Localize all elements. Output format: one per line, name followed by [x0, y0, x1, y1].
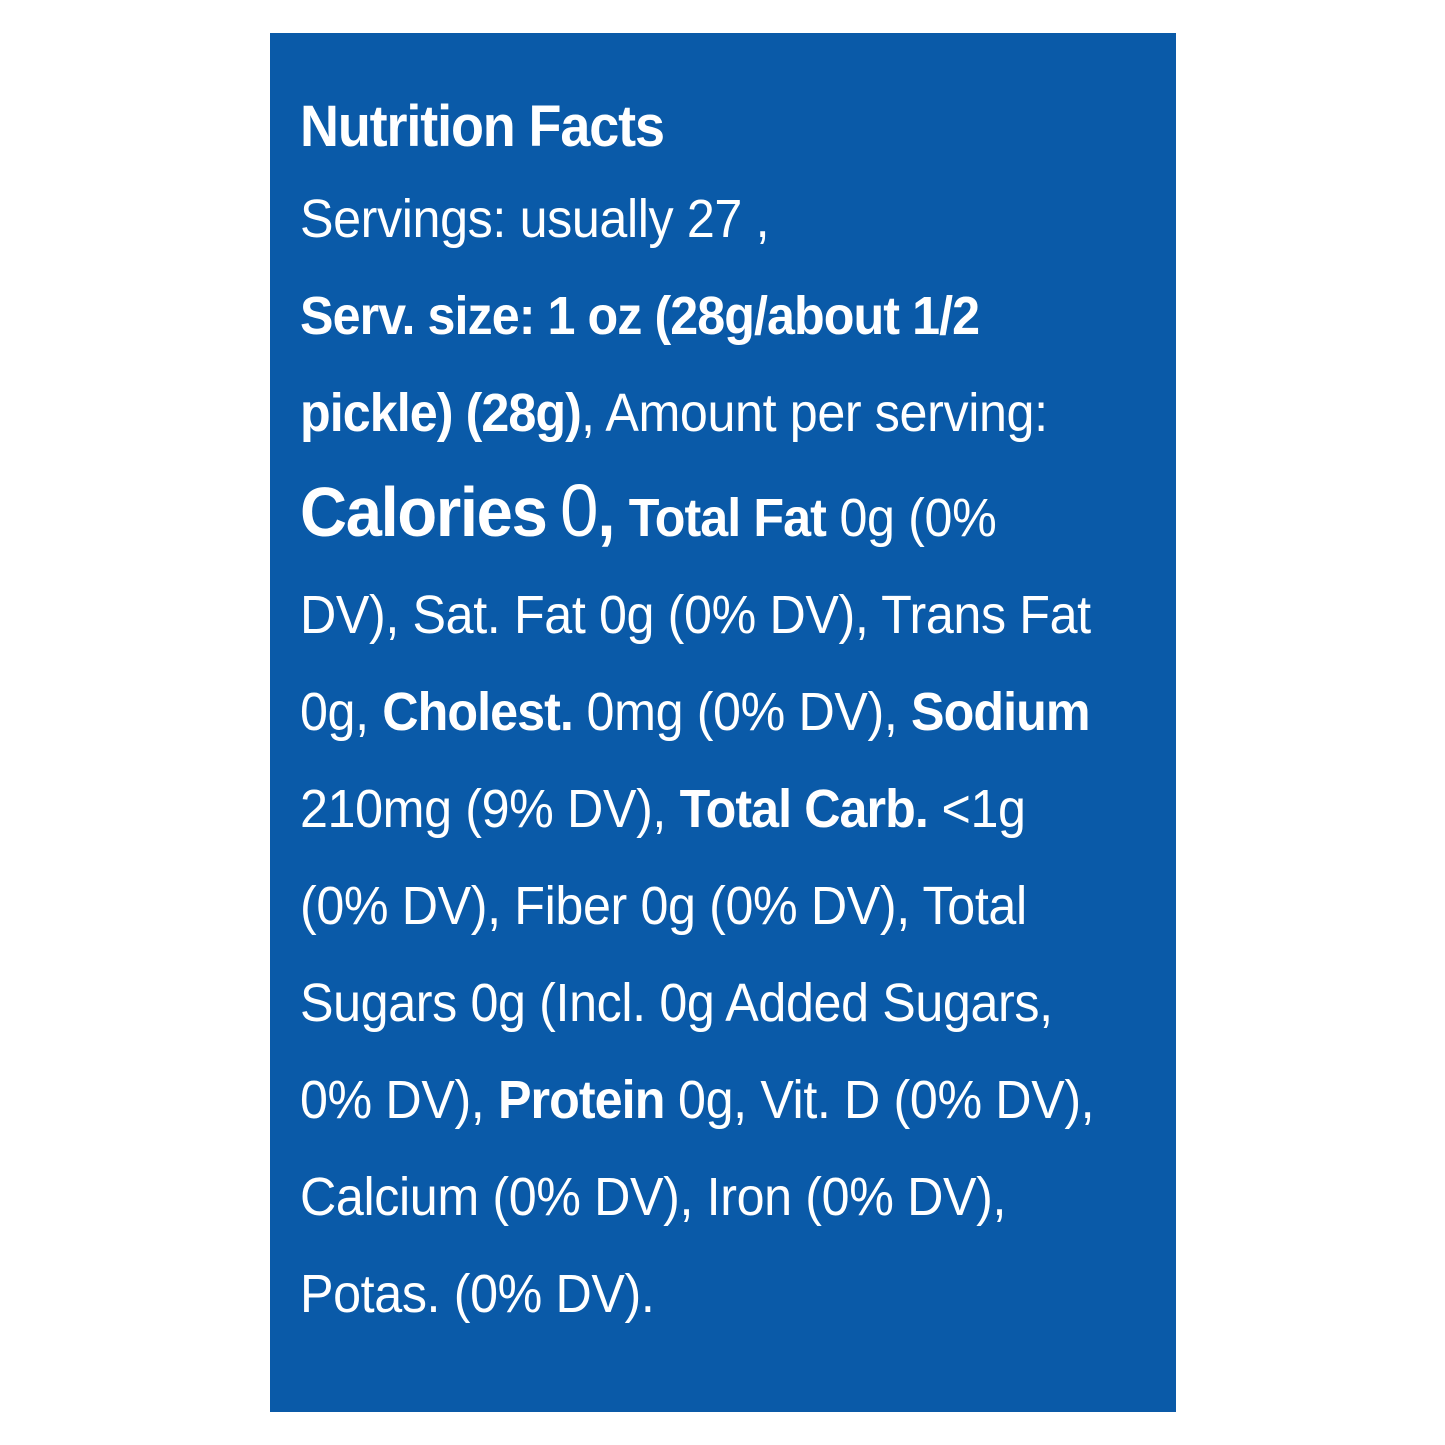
sodium-values: 210mg (9% DV), — [300, 779, 680, 839]
sodium-label: Sodium — [911, 682, 1090, 742]
total-fat-values: 0g (0% DV), Sat. Fat 0g (0% DV), Trans F… — [300, 488, 1091, 742]
calories-separator: , — [597, 473, 616, 551]
cholesterol-label: Cholest. — [382, 682, 574, 742]
total-carb-values: <1g (0% DV), Fiber 0g (0% DV), Total Sug… — [300, 779, 1053, 1130]
protein-and-micronutrient-values: 0g, Vit. D (0% DV), Calcium (0% DV), Iro… — [300, 1070, 1095, 1324]
cholesterol-values: 0mg (0% DV), — [572, 682, 912, 742]
nutrition-facts-panel: Nutrition Facts Servings: usually 27 , Se… — [270, 33, 1176, 1412]
protein-label: Protein — [497, 1070, 665, 1130]
total-carb-label: Total Carb. — [679, 779, 929, 839]
nutrition-facts-title: Nutrition Facts — [300, 94, 665, 159]
nutrition-facts-text-block: Nutrition Facts Servings: usually 27 , Se… — [300, 85, 1095, 1343]
calories-label: Calories — [300, 473, 548, 551]
serving-size-label: Serv. size: 1 oz (28g/about 1/2 pickle) … — [300, 286, 980, 443]
servings-per-container-line: Servings: usually 27 , — [300, 189, 770, 249]
total-fat-label: Total Fat — [628, 488, 827, 548]
amount-per-serving-label: , Amount per serving: — [580, 383, 1048, 443]
calories-value: 0 — [560, 469, 598, 552]
